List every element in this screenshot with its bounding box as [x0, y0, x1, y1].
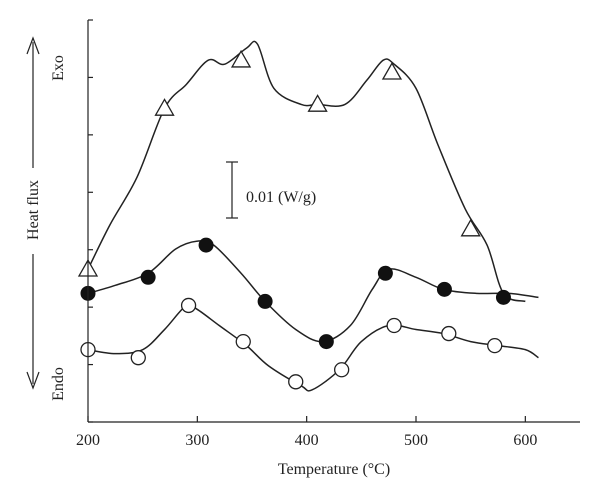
filled-circle-marker: [140, 269, 156, 285]
series-line-circle-filled: [87, 239, 539, 343]
series-line-triangle-open: [87, 40, 526, 303]
y-axis-label: Heat flux: [25, 180, 42, 240]
series-lines: [87, 40, 539, 392]
x-axis-ticks: 200 300 400 500 600: [76, 416, 537, 449]
x-axis-label: Temperature (°C): [278, 461, 390, 478]
x-tick-label: 500: [404, 432, 428, 449]
series-line-circle-open: [87, 303, 539, 392]
filled-circle-marker: [495, 289, 511, 305]
filled-circle-marker: [318, 334, 334, 350]
open-circle-marker: [441, 325, 457, 342]
triangle-marker: [230, 49, 252, 68]
scale-bar-label: 0.01 (W/g): [246, 189, 316, 206]
filled-circle-marker: [198, 237, 214, 253]
y-axis-annotation: Exo Endo Heat flux: [25, 36, 67, 401]
exo-label: Exo: [50, 55, 67, 81]
x-tick-label: 400: [295, 432, 319, 449]
y-axis-ticks: [88, 19, 93, 423]
open-circle-marker: [386, 317, 402, 334]
open-circle-marker: [235, 333, 251, 350]
triangle-marker: [307, 94, 328, 112]
x-tick-label: 200: [76, 432, 100, 449]
x-tick-label: 600: [513, 432, 537, 449]
up-arrow-icon: [26, 36, 40, 55]
triangle-marker: [381, 61, 403, 80]
x-tick-label: 300: [185, 432, 209, 449]
open-circle-marker: [334, 362, 350, 378]
filled-circle-marker: [257, 293, 273, 309]
down-arrow-icon: [26, 371, 40, 390]
filled-circle-marker: [436, 281, 452, 297]
open-circle-marker: [487, 337, 503, 354]
open-circle-marker: [130, 350, 146, 366]
endo-label: Endo: [50, 367, 67, 401]
scale-bar: 0.01 (W/g): [226, 161, 316, 219]
triangle-marker: [154, 98, 175, 116]
filled-circle-marker: [377, 265, 393, 281]
open-circle-marker: [288, 374, 304, 390]
triangle-marker: [460, 218, 481, 237]
open-circle-marker: [180, 297, 197, 314]
